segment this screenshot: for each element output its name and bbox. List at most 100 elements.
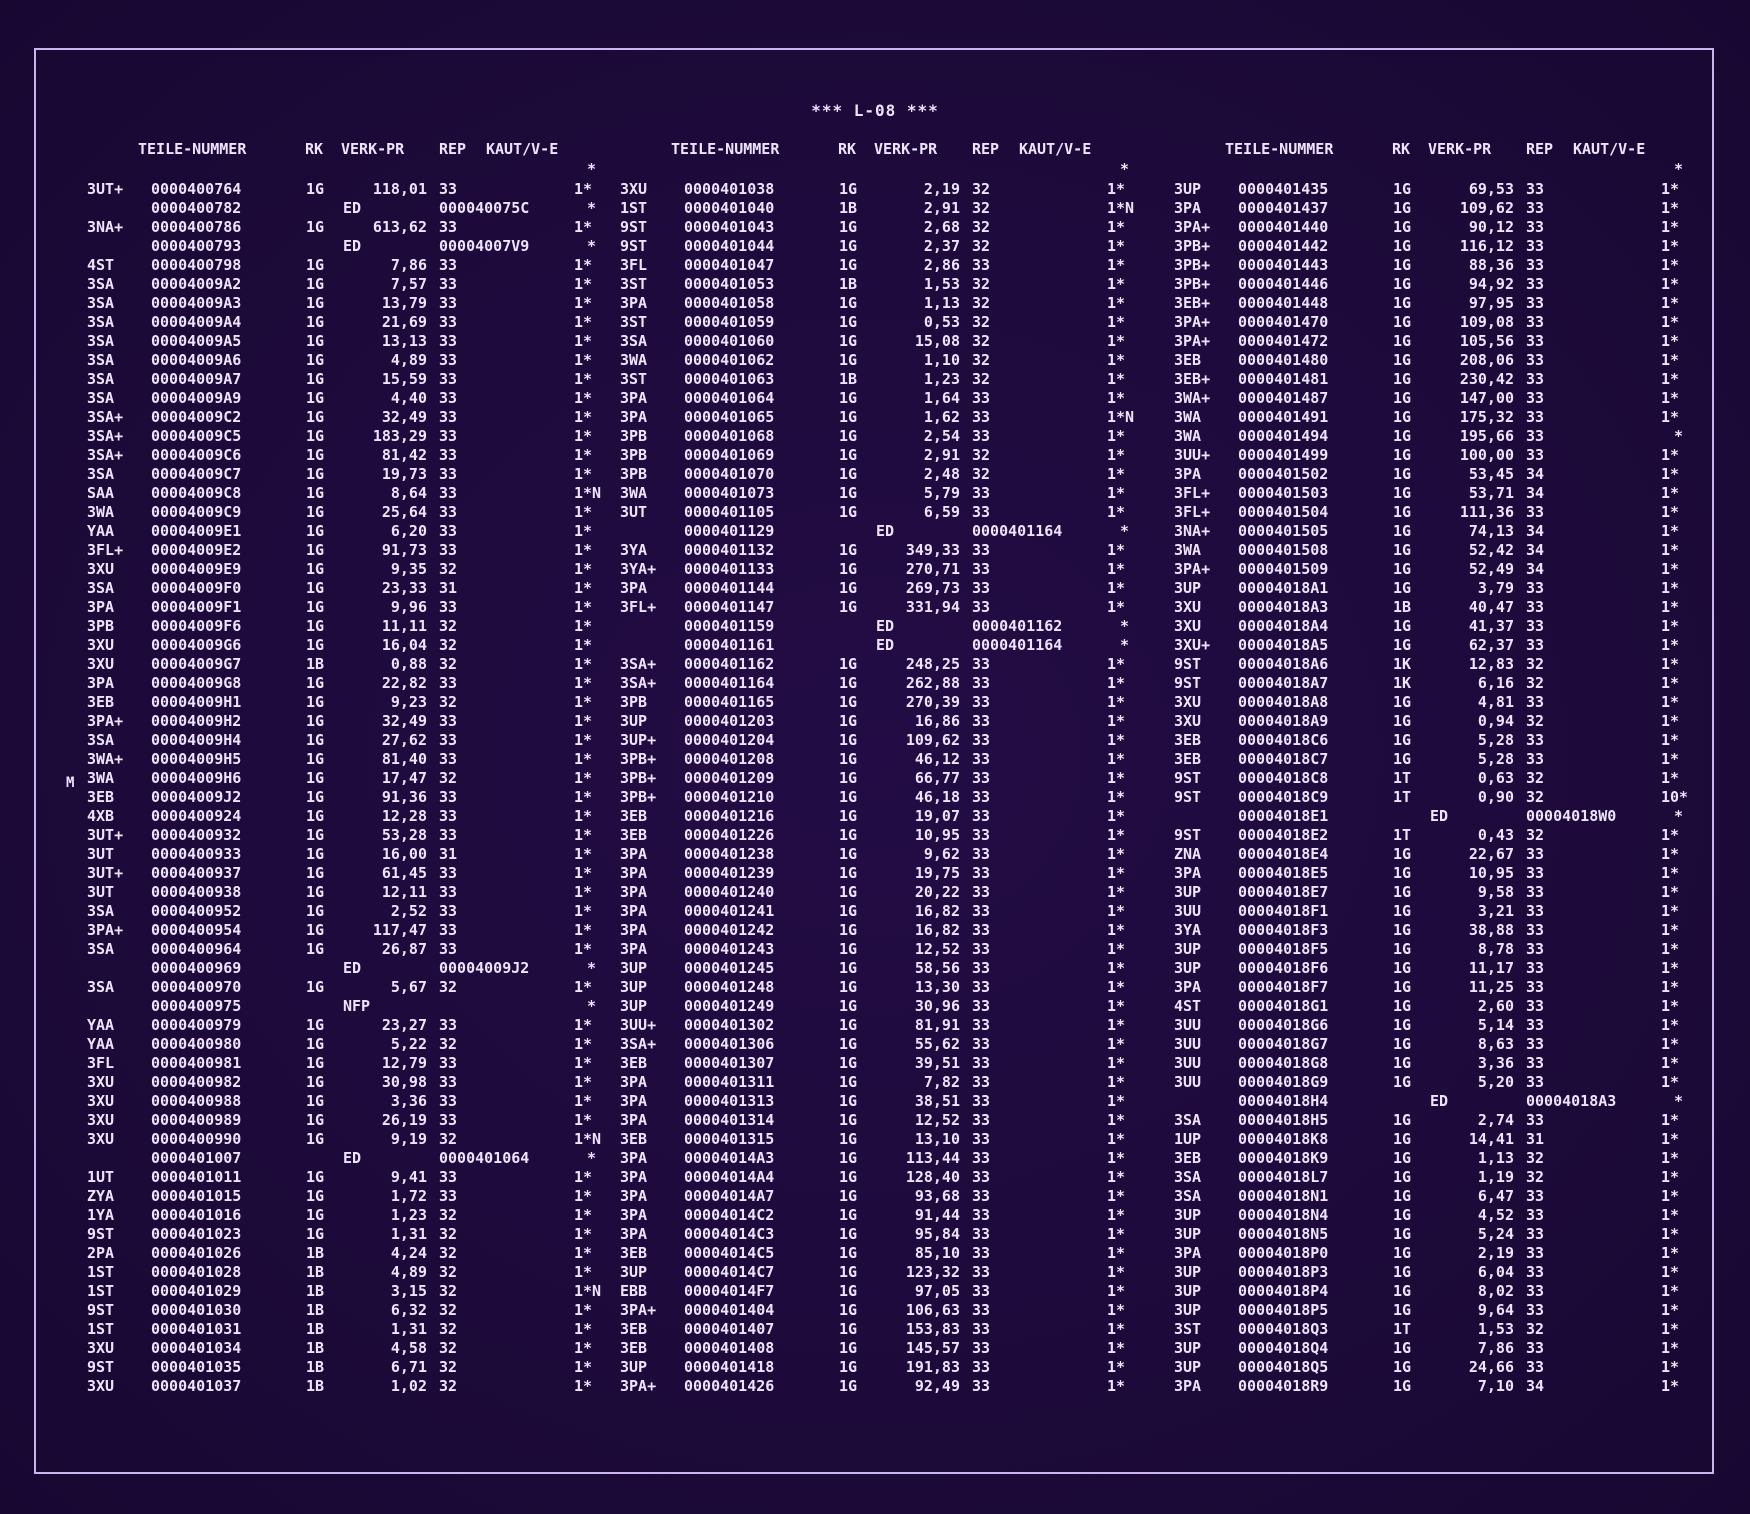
cell-prefix: 3UP [620,978,648,996]
cell-price: 9,35 [390,560,427,578]
cell-rep: 32 [439,1320,458,1338]
cell-rep: 32 [972,237,991,255]
cell-rep: 31 [439,845,458,863]
cell-rep: 33 [1526,1111,1545,1129]
cell-price: 7,86 [1477,1339,1514,1357]
cell-rep: 32 [439,1130,458,1148]
cell-price: 5,24 [1477,1225,1514,1243]
cell-prefix: 2PA [87,1244,115,1262]
cell-status: 1* [1107,1073,1126,1091]
cell-price: 12,83 [1468,655,1514,673]
cell-status: 1* [1107,1301,1126,1319]
cell-price: 1,10 [923,351,960,369]
cell-part-number: 00004014C3 [684,1225,775,1243]
cell-part-number: 0000401161 [684,636,775,654]
cell-rk: 1G [306,883,325,901]
cell-rk: 1G [306,332,325,350]
cell-prefix: 3UP [620,997,648,1015]
cell-rk: 1G [306,978,325,996]
cell-status: 1* [574,1035,593,1053]
cell-status: 1* [1661,1377,1680,1395]
cell-rep: 34 [1526,560,1545,578]
cell-part-number: 00004018R9 [1238,1377,1329,1395]
cell-prefix: 3UP [1174,180,1202,198]
cell-price: 13,13 [381,332,427,350]
cell-prefix: 3UU+ [620,1016,657,1034]
cell-part-number: 0000401204 [684,731,775,749]
cell-rk: 1G [839,598,858,616]
cell-price: 248,25 [905,655,960,673]
cell-part-number: 0000401480 [1238,351,1329,369]
cell-prefix: 3UP [620,712,648,730]
cell-rk: 1G [1393,541,1412,559]
cell-rep: 33 [1526,313,1545,331]
cell-rk: 1G [306,845,325,863]
cell-rep: 32 [972,465,991,483]
cell-prefix: 3XU [87,1111,115,1129]
cell-rk: 1G [1393,522,1412,540]
cell-prefix: 3WA [87,769,115,787]
cell-part-number: 00004009C6 [151,446,242,464]
cell-rk: 1G [1393,1054,1412,1072]
cell-part-number: 00004018E7 [1238,883,1329,901]
cell-rk: 1T [1393,1320,1412,1338]
cell-price: 1,23 [923,370,960,388]
cell-rep: 32 [1526,769,1545,787]
cell-part-number: 0000401028 [151,1263,242,1281]
cell-rk: 1G [306,541,325,559]
cell-part-number: 0000400924 [151,807,242,825]
cell-prefix: 3UP [1174,1263,1202,1281]
cell-status: 1* [1107,1054,1126,1072]
cell-price: 8,02 [1477,1282,1514,1300]
cell-rep: 33 [1526,883,1545,901]
cell-rep: 33 [972,883,991,901]
cell-part-number: 00004018C9 [1238,788,1329,806]
cell-status: 1* [1661,959,1680,977]
cell-price: 41,37 [1468,617,1514,635]
cell-prefix: 3PA [87,674,115,692]
cell-prefix: 1ST [87,1320,115,1338]
cell-rep: 33 [439,598,458,616]
cell-status: 1* [1107,1244,1126,1262]
cell-rk: 1G [306,636,325,654]
cell-part-number: 0000401306 [684,1035,775,1053]
cell-part-number: 0000401311 [684,1073,775,1091]
cell-status: 1* [574,1206,593,1224]
cell-rep: 33 [439,940,458,958]
cell-part-number: 00004018E4 [1238,845,1329,863]
cell-price: 52,49 [1468,560,1514,578]
cell-rk: 1B [306,1377,325,1395]
cell-status: 1* [574,1092,593,1110]
cell-prefix: 3PA+ [620,1377,657,1395]
cell-part-number: 00004009E9 [151,560,242,578]
cell-prefix: 3PA [620,408,648,426]
cell-rep: 33 [972,1282,991,1300]
cell-prefix: 3XU [87,1092,115,1110]
cell-price: 269,73 [905,579,960,597]
cell-status: 1* [1107,883,1126,901]
cell-status: 1* [574,712,593,730]
cell-part-number: 0000401105 [684,503,775,521]
cell-rep: 32 [1526,788,1545,806]
cell-price: 3,15 [390,1282,427,1300]
cell-price: 53,45 [1468,465,1514,483]
cell-rk: 1G [306,674,325,692]
cell-rep: 33 [972,1187,991,1205]
cell-price: 5,28 [1477,750,1514,768]
cell-prefix: 3PB+ [620,750,657,768]
header-star: * [1120,160,1130,178]
cell-status: 1* [1107,864,1126,882]
cell-price: 4,52 [1477,1206,1514,1224]
cell-flag: ED [1430,807,1449,825]
cell-rk: 1G [1393,1339,1412,1357]
cell-part-number: 0000401239 [684,864,775,882]
cell-rk: 1G [839,1092,858,1110]
cell-rk: 1G [839,1054,858,1072]
cell-status: 1* [574,731,593,749]
cell-status: 1* [1661,1016,1680,1034]
cell-price: 4,89 [390,1263,427,1281]
cell-part-number: 0000400793 [151,237,242,255]
cell-rk: 1G [839,978,858,996]
cell-status: 1* [1107,351,1126,369]
cell-prefix: 3UU [1174,902,1202,920]
